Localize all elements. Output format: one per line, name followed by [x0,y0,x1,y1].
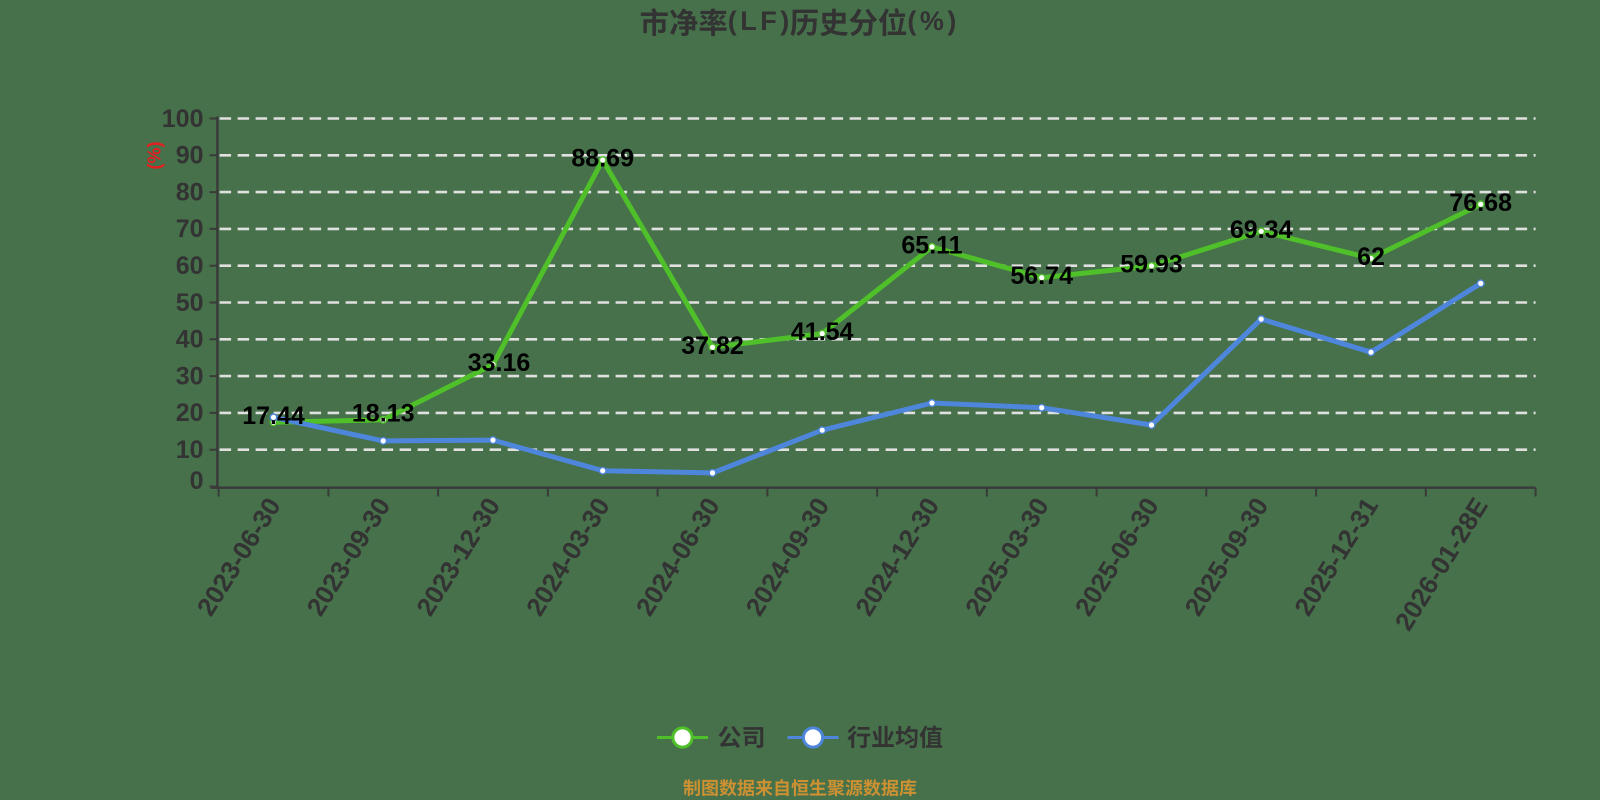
svg-text:56.74: 56.74 [1010,262,1073,290]
svg-text:17.44: 17.44 [242,402,305,430]
svg-text:100: 100 [162,105,204,133]
svg-text:88.69: 88.69 [571,145,634,173]
svg-text:65.11: 65.11 [901,231,962,259]
svg-text:50: 50 [176,289,204,317]
svg-text:37.82: 37.82 [681,332,744,360]
svg-text:80: 80 [176,178,204,206]
svg-text:69.34: 69.34 [1230,216,1293,244]
svg-text:76.68: 76.68 [1449,189,1512,217]
svg-text:0: 0 [190,467,204,495]
svg-text:(%): (%) [145,142,165,170]
svg-text:(%): (%) [907,6,960,36]
svg-text:(LF): (LF) [728,6,793,36]
svg-text:18.13: 18.13 [352,399,415,427]
svg-text:59.93: 59.93 [1120,251,1183,279]
svg-text:20: 20 [176,399,204,427]
svg-text:41.54: 41.54 [791,318,854,346]
svg-text:30: 30 [176,362,204,390]
svg-text:62: 62 [1357,243,1385,271]
svg-text:33.16: 33.16 [468,349,531,377]
svg-text:40: 40 [176,326,204,354]
svg-text:70: 70 [176,215,204,243]
svg-text:10: 10 [176,436,204,464]
svg-text:60: 60 [176,252,204,280]
svg-text:90: 90 [176,142,204,170]
